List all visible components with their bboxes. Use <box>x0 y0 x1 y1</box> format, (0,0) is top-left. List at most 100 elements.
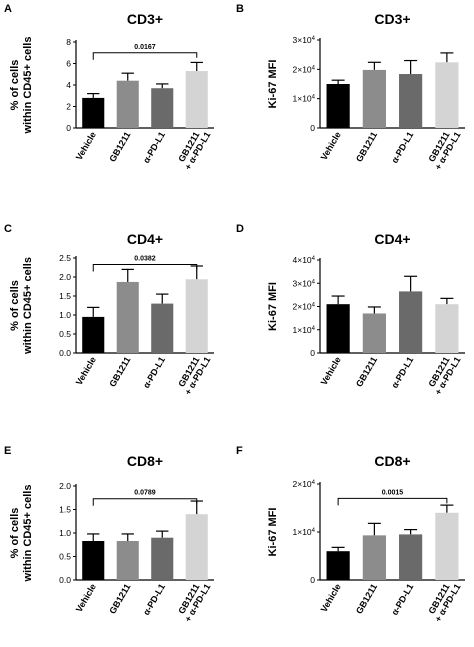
chart-panel-c: C CD4+ % of cells within CD45+ cells 0.0 0.5 1… <box>4 223 214 397</box>
y-tick-mantissa: 3×10 <box>293 35 312 45</box>
bar <box>362 313 386 353</box>
significance-bracket <box>92 263 198 272</box>
y-axis-label: within CD45+ cells <box>22 485 34 583</box>
x-category-label: Vehicle <box>74 355 98 387</box>
x-category-label: GB1211 <box>354 130 379 164</box>
y-tick-label: 4 <box>66 80 71 90</box>
x-category-label: α-PD-L1 <box>389 582 415 617</box>
y-tick-label: 1×104 <box>293 94 316 104</box>
y-tick-label: 8 <box>66 37 71 47</box>
y-axis-label: Ki-67 MFI <box>267 60 279 109</box>
y-tick-exponent: 4 <box>312 303 316 309</box>
x-category-label: α-PD-L1 <box>389 355 415 390</box>
bar <box>326 304 350 353</box>
y-tick-label: 1×104 <box>293 325 316 335</box>
bar <box>151 537 174 580</box>
x-category-label: GB1211 <box>354 582 379 616</box>
x-category-label: GB1211 <box>107 130 132 164</box>
chart-panel-e: E CD8+ % of cells within CD45+ cells 0.0 0.5 1… <box>4 445 214 624</box>
y-axis-label: within CD45+ cells <box>22 257 34 355</box>
panel-letter: D <box>236 223 244 235</box>
y-tick-label: 2×104 <box>293 479 316 489</box>
p-value-label: 0.0167 <box>134 44 156 51</box>
y-tick-mantissa: 1×10 <box>293 527 312 537</box>
significance-bracket <box>337 497 448 506</box>
y-tick-mantissa: 1×10 <box>293 94 312 104</box>
bar <box>116 281 139 353</box>
y-tick-label: 1.5 <box>59 291 71 301</box>
x-category-label: GB1211 <box>107 582 132 616</box>
y-axis-label: % of cells <box>9 60 21 111</box>
y-tick-label: 2×104 <box>293 302 316 312</box>
y-tick-exponent: 4 <box>312 36 316 42</box>
y-tick-label: 0 <box>310 348 315 358</box>
y-axis-label: % of cells <box>9 508 21 559</box>
y-tick-label: 6 <box>66 59 71 69</box>
panel-letter: B <box>236 3 244 15</box>
p-value-label: 0.0015 <box>382 489 404 496</box>
x-category-label: GB1211 <box>354 355 379 389</box>
y-tick-mantissa: 2×10 <box>293 479 312 489</box>
x-category-label: Vehicle <box>319 130 343 162</box>
y-axis-label: % of cells <box>9 280 21 331</box>
chart-title: CD8+ <box>374 453 410 469</box>
panel-letter: C <box>4 223 12 235</box>
y-axis-label: Ki-67 MFI <box>267 282 279 331</box>
y-tick-label: 1.0 <box>59 310 71 320</box>
y-tick-label: 2.5 <box>59 253 71 263</box>
bar <box>151 88 174 128</box>
y-tick-label: 2.0 <box>59 272 71 282</box>
bar <box>116 80 139 128</box>
significance-bracket <box>92 498 198 506</box>
p-value-label: 0.0789 <box>134 490 156 497</box>
panel-letter: E <box>4 445 11 457</box>
y-axis-label: Ki-67 MFI <box>267 508 279 557</box>
bar <box>116 540 139 580</box>
chart-title: CD8+ <box>127 453 163 469</box>
y-tick-mantissa: 4×10 <box>293 255 312 265</box>
y-axis-label: within CD45+ cells <box>22 37 34 135</box>
bar <box>82 316 105 353</box>
bar <box>151 303 174 353</box>
bar <box>399 291 423 353</box>
y-tick-label: 2 <box>66 102 71 112</box>
y-tick-label: 1×104 <box>293 527 316 537</box>
bar <box>185 71 208 128</box>
x-category-label: α-PD-L1 <box>389 130 415 165</box>
y-tick-mantissa: 2×10 <box>293 302 312 312</box>
bar <box>435 304 459 353</box>
y-tick-label: 2×104 <box>293 64 316 74</box>
bar <box>435 62 459 128</box>
chart-title: CD4+ <box>127 231 163 247</box>
y-tick-label: 4×104 <box>293 255 316 265</box>
chart-title: CD3+ <box>127 11 163 27</box>
y-tick-mantissa: 0 <box>310 348 315 358</box>
y-tick-label: 0 <box>310 123 315 133</box>
bar <box>362 69 386 128</box>
y-tick-exponent: 4 <box>312 95 316 101</box>
y-tick-exponent: 4 <box>312 256 316 262</box>
bar <box>435 512 459 580</box>
y-tick-label: 0.0 <box>59 575 71 585</box>
y-tick-mantissa: 1×10 <box>293 325 312 335</box>
x-category-label: α-PD-L1 <box>141 130 167 165</box>
bar <box>82 97 105 128</box>
bar <box>185 514 208 580</box>
bar <box>399 74 423 128</box>
chart-title: CD4+ <box>374 231 410 247</box>
y-tick-label: 1.5 <box>59 505 71 515</box>
y-tick-label: 0 <box>310 575 315 585</box>
chart-panel-a: A CD3+ % of cells within CD45+ cells 0 2 4 6 8 Ve… <box>4 3 214 172</box>
y-tick-exponent: 4 <box>312 65 316 71</box>
y-tick-exponent: 4 <box>312 480 316 486</box>
x-category-label: α-PD-L1 <box>141 582 167 617</box>
x-category-label: GB1211 <box>107 355 132 389</box>
y-tick-mantissa: 0 <box>310 123 315 133</box>
significance-bracket <box>92 52 198 60</box>
chart-title: CD3+ <box>374 11 410 27</box>
y-tick-mantissa: 3×10 <box>293 278 312 288</box>
